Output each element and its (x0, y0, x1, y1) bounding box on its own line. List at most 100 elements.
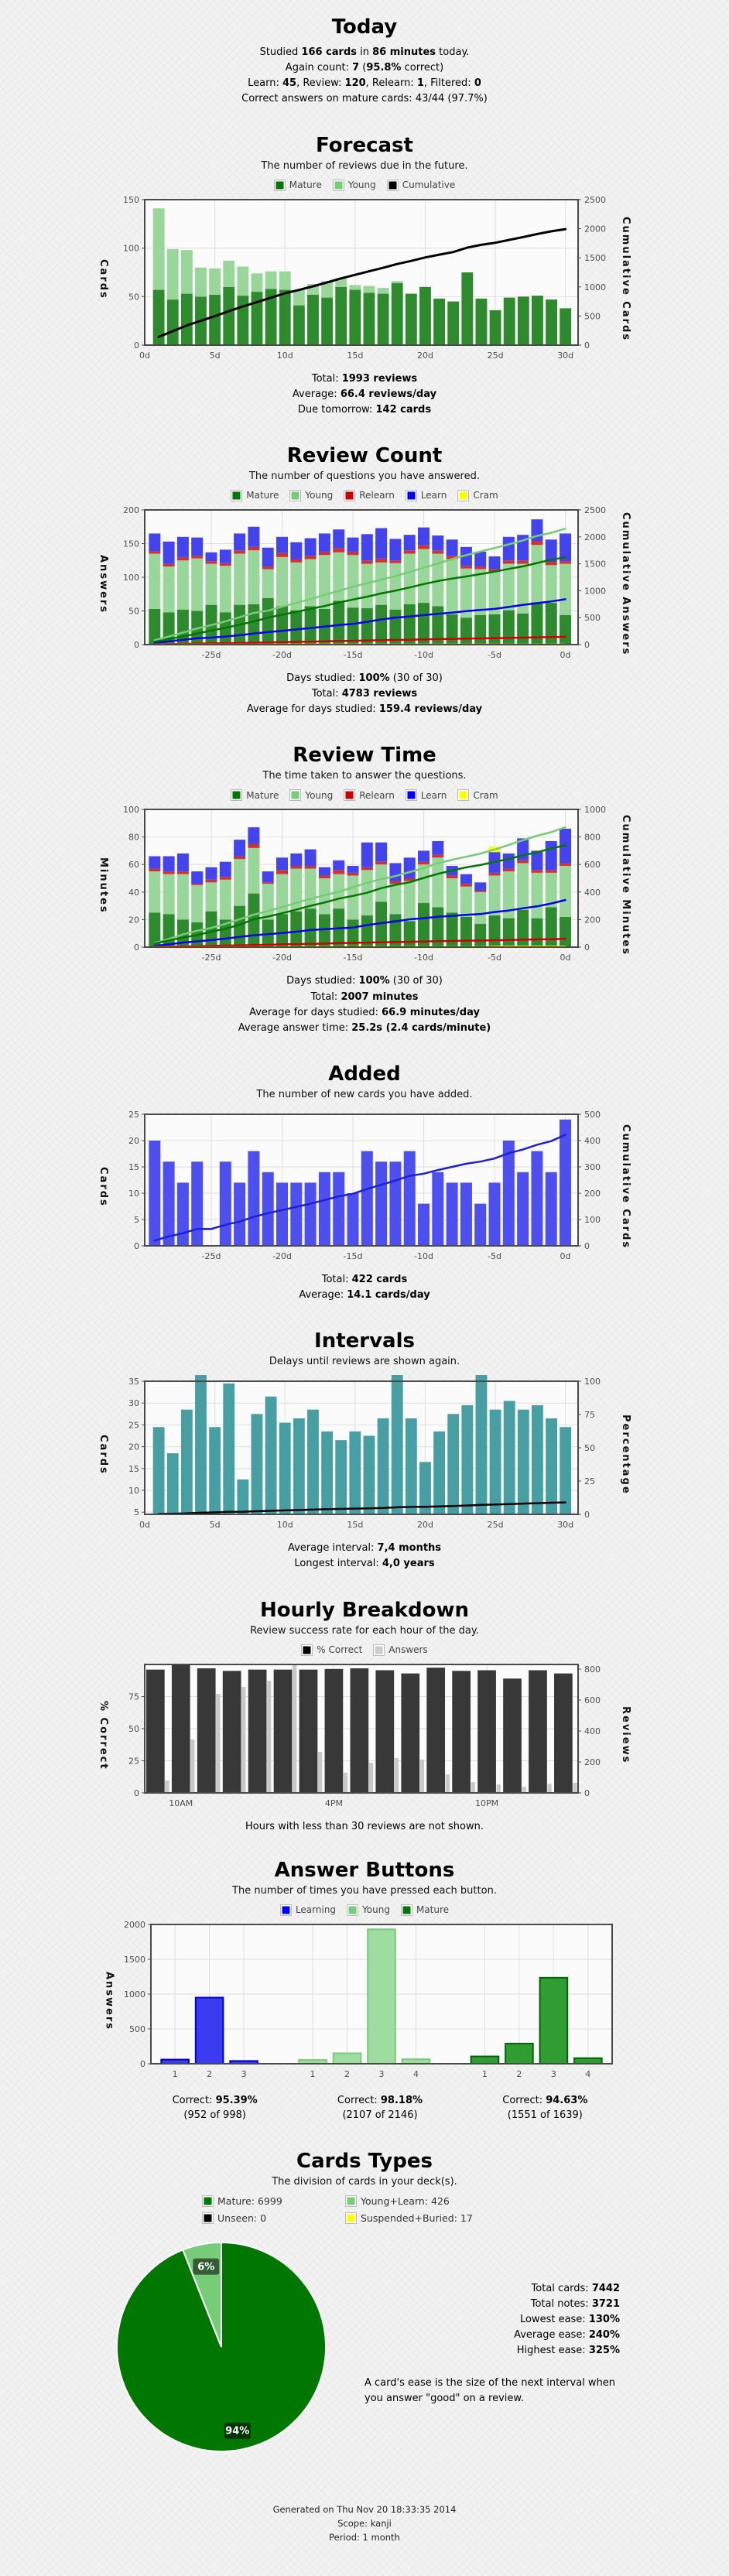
legend-swatch-icon (279, 1904, 292, 1916)
young-correct-stat: Correct: 98.18% (2107 of 2146) (297, 2093, 462, 2123)
svg-text:-10d: -10d (414, 953, 433, 963)
section-today: Today Studied 166 cards in 86 minutes to… (0, 15, 729, 108)
legend-swatch-icon (347, 1904, 359, 1916)
svg-text:800: 800 (584, 1664, 601, 1675)
svg-text:0d: 0d (139, 1520, 150, 1530)
legend-swatch-icon (457, 789, 470, 802)
svg-text:25d: 25d (488, 351, 504, 361)
review-count-chart-row: Answers 0 50 100 150 200 0 500 1000 1500 2000 2500… (0, 504, 729, 665)
svg-text:25: 25 (128, 1756, 139, 1766)
today-summary: Studied 166 cards in 86 minutes today. Ag… (0, 45, 729, 108)
cards-types-body: 94% 6% Total cards: 7442 Total notes: 3721… (0, 2235, 729, 2459)
answer-buttons-legend: Learning Young Mature (0, 1904, 729, 1916)
svg-text:0: 0 (584, 640, 590, 650)
scope-line: Scope: kanji (337, 2517, 392, 2529)
legend-item: Cram (457, 489, 498, 501)
legend-item: Cram (457, 789, 498, 802)
legend-swatch-icon (386, 179, 399, 191)
legend-swatch-icon (332, 179, 344, 191)
legend-swatch-icon (345, 2195, 357, 2207)
legend-swatch-icon (400, 1904, 412, 1916)
svg-text:5: 5 (134, 1215, 139, 1225)
report-footer: Generated on Thu Nov 20 18:33:35 2014 Sc… (0, 2502, 729, 2545)
svg-text:0: 0 (584, 1788, 590, 1798)
svg-text:0: 0 (134, 340, 139, 351)
stat-line: Correct answers on mature cards: 43/44 (… (241, 93, 488, 105)
svg-text:15d: 15d (347, 1520, 363, 1530)
svg-text:-15d: -15d (344, 1251, 363, 1261)
section-added: Added The number of new cards you have a… (0, 1062, 729, 1303)
legend-label: Young+Learn: 426 (361, 2195, 450, 2207)
svg-text:50: 50 (128, 606, 139, 616)
stat-line: Total: 422 cards (321, 1273, 408, 1285)
young-correct-pct: Correct: 98.18% (337, 2094, 423, 2106)
svg-text:1: 1 (481, 2069, 487, 2079)
young-correct-count: (2107 of 2146) (342, 2109, 418, 2122)
svg-text:-20d: -20d (272, 650, 292, 660)
svg-text:0: 0 (584, 1510, 590, 1520)
intervals-chart: 5 10 15 20 25 30 35 0 25 50 75 100 0d 5d 10d 15d 20d 25d 3… (128, 1375, 601, 1530)
review-time-legend: Mature Young Relearn Learn Cram (0, 789, 729, 802)
stat-line: Due tomorrow: 142 cards (297, 403, 432, 416)
stat-line: Learn: 45, Review: 120, Relearn: 1, Filt… (248, 77, 481, 90)
svg-text:200: 200 (584, 1757, 601, 1767)
svg-text:0: 0 (584, 340, 590, 351)
answer-buttons-corrects: Correct: 95.39% (952 of 998) Correct: 98… (101, 2093, 628, 2123)
hourly-legend: % Correct Answers (0, 1644, 729, 1656)
svg-text:1: 1 (172, 2069, 177, 2079)
legend-item: Unseen: 0 (202, 2212, 345, 2224)
review-count-title: Review Count (286, 443, 443, 467)
legend-swatch-icon (405, 489, 417, 501)
svg-text:10: 10 (128, 1486, 139, 1496)
svg-text:400: 400 (584, 1136, 601, 1146)
stat-line: Total notes: 3721 (530, 2297, 620, 2310)
svg-text:75: 75 (584, 1410, 595, 1420)
svg-text:3: 3 (378, 2069, 384, 2079)
svg-text:25: 25 (128, 1421, 139, 1431)
svg-text:2: 2 (516, 2069, 522, 2079)
legend-item: Mature (400, 1904, 450, 1916)
legend-item: Answers (373, 1644, 428, 1656)
svg-text:50: 50 (584, 1443, 595, 1453)
legend-item: Young (347, 1904, 390, 1916)
svg-text:1500: 1500 (124, 1955, 145, 1965)
svg-text:-10d: -10d (414, 1251, 433, 1261)
mature-correct-count: (1551 of 1639) (507, 2109, 583, 2122)
legend-item: Cumulative (386, 179, 455, 191)
svg-text:2000: 2000 (584, 532, 606, 542)
svg-text:60: 60 (128, 860, 139, 871)
added-stats: Total: 422 cards Average: 14.1 cards/day (0, 1272, 729, 1303)
svg-text:300: 300 (584, 1162, 601, 1172)
mature-correct-stat: Correct: 94.63% (1551 of 1639) (463, 2093, 628, 2123)
legend-label: Mature (416, 1904, 450, 1916)
review-count-y2-axis-label: Cumulative Answers (620, 512, 631, 656)
svg-text:2500: 2500 (584, 195, 606, 205)
svg-text:-25d: -25d (202, 953, 221, 963)
stat-line: Days studied: 100% (30 of 30) (286, 975, 443, 987)
svg-text:0: 0 (584, 1241, 590, 1251)
section-cards-types: Cards Types The division of cards in you… (0, 2150, 729, 2459)
svg-text:-5d: -5d (488, 1251, 501, 1261)
svg-text:600: 600 (584, 1695, 601, 1705)
svg-text:400: 400 (584, 888, 601, 898)
section-forecast: Forecast The number of reviews due in th… (0, 134, 729, 418)
review-time-y-axis-label: Minutes (98, 857, 109, 914)
review-time-chart-row: Minutes 0 20 40 60 80 100 0 200 400 600 800 1000 -25… (0, 803, 729, 967)
svg-text:1500: 1500 (584, 253, 606, 263)
svg-text:20: 20 (128, 915, 139, 925)
answer-buttons-chart-row: Answers 0 500 1000 1500 2000 1 2 3 1 2 3 4 1 2 3 4 (0, 1918, 729, 2084)
svg-text:94%: 94% (225, 2425, 249, 2437)
svg-text:50: 50 (128, 1724, 139, 1734)
learning-correct-pct: Correct: 95.39% (172, 2094, 258, 2106)
svg-text:400: 400 (584, 1726, 601, 1736)
legend-swatch-icon (373, 1644, 385, 1656)
cards-types-title: Cards Types (296, 2149, 433, 2173)
legend-label: Answers (388, 1644, 428, 1656)
svg-text:10d: 10d (277, 351, 293, 361)
answer-buttons-title: Answer Buttons (274, 1858, 455, 1882)
review-count-stats: Days studied: 100% (30 of 30) Total: 4783… (0, 671, 729, 717)
stat-line: Average ease: 240% (514, 2328, 620, 2341)
mature-correct-pct: Correct: 94.63% (502, 2094, 588, 2106)
legend-item: Suspended+Buried: 17 (345, 2212, 527, 2224)
svg-text:10AM: 10AM (169, 1798, 193, 1808)
